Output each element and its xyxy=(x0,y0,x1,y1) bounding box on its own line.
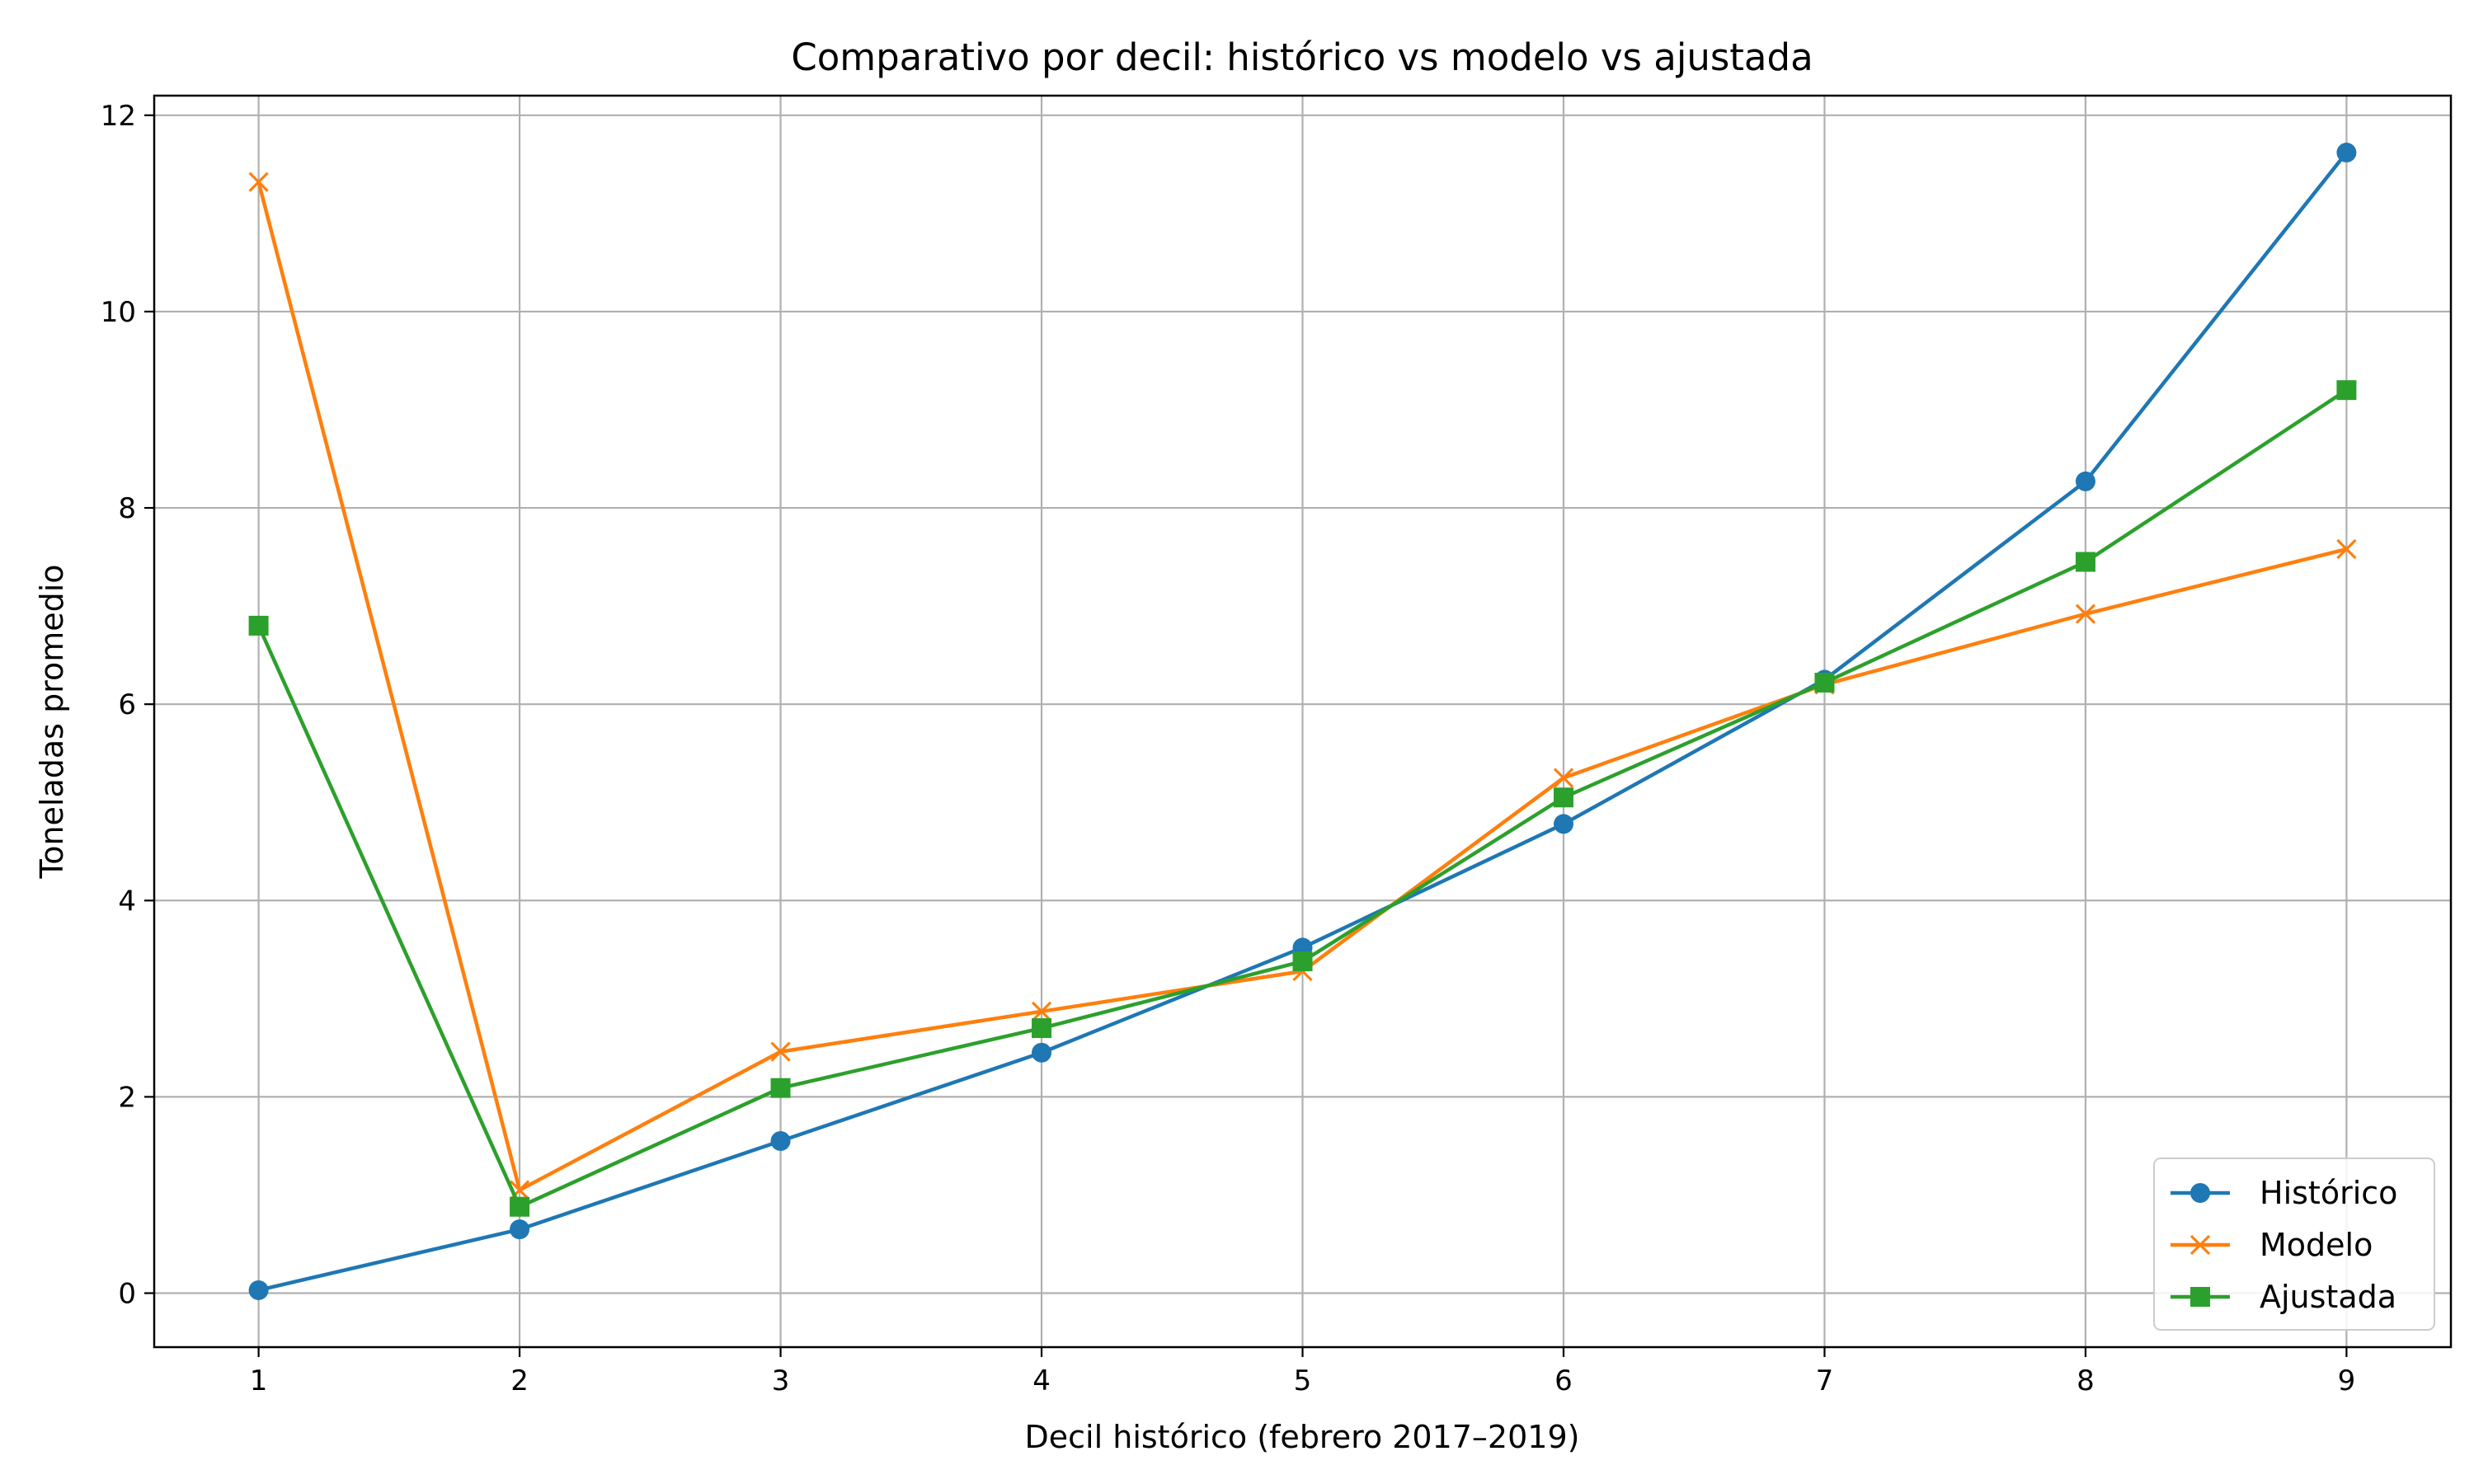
data-point-historico xyxy=(2075,471,2095,491)
marker-x-stroke xyxy=(2189,1234,2211,1256)
marker-x-stroke xyxy=(1553,768,1574,788)
data-point-ajustada xyxy=(1553,787,1573,808)
data-point-modelo xyxy=(2336,538,2357,560)
data-point-historico xyxy=(2336,143,2357,163)
x-tick-label: 3 xyxy=(772,1364,790,1397)
data-point-ajustada xyxy=(1814,672,1835,693)
x-tick-label: 6 xyxy=(1554,1364,1573,1397)
y-axis-label: Toneladas promedio xyxy=(34,564,70,879)
data-point-ajustada xyxy=(248,615,269,636)
x-tick-label: 9 xyxy=(2338,1364,2356,1397)
legend-label: Histórico xyxy=(2260,1175,2397,1211)
data-point-ajustada xyxy=(510,1196,530,1217)
series-layer xyxy=(248,143,2357,1300)
legend-marker xyxy=(2190,1287,2210,1307)
data-point-historico xyxy=(510,1219,530,1240)
marker-x-stroke xyxy=(1031,1001,1052,1021)
x-tick-label: 2 xyxy=(510,1364,529,1397)
data-point-ajustada xyxy=(770,1078,791,1098)
marker-x-stroke xyxy=(770,1041,791,1062)
x-tick-label: 7 xyxy=(1816,1364,1834,1397)
legend-marker xyxy=(2190,1183,2210,1203)
data-point-ajustada xyxy=(2336,380,2357,401)
legend-label: Ajustada xyxy=(2260,1279,2396,1315)
data-point-modelo xyxy=(770,1041,791,1062)
legend-item-historico: Histórico xyxy=(2171,1175,2397,1211)
marker-x-stroke xyxy=(2336,538,2357,560)
y-tick-label: 8 xyxy=(118,492,136,525)
legend: Histórico Modelo Ajustada xyxy=(2153,1158,2435,1331)
chart-title: Comparativo por decil: histórico vs mode… xyxy=(791,35,1813,79)
y-tick-label: 10 xyxy=(101,296,136,329)
x-tick-label: 1 xyxy=(250,1364,268,1397)
y-tick-label: 4 xyxy=(118,885,136,918)
grid xyxy=(154,96,2451,1347)
x-axis-label: Decil histórico (febrero 2017–2019) xyxy=(1025,1419,1580,1455)
legend-marker xyxy=(2189,1234,2211,1256)
y-tick-label: 0 xyxy=(118,1278,136,1311)
x-tick-label: 5 xyxy=(1294,1364,1312,1397)
legend-label: Modelo xyxy=(2260,1227,2373,1263)
x-tick-label: 8 xyxy=(2077,1364,2095,1397)
legend-item-ajustada: Ajustada xyxy=(2171,1279,2396,1315)
data-point-modelo xyxy=(2075,603,2096,624)
marker-x-stroke xyxy=(248,171,269,192)
data-point-modelo xyxy=(248,171,269,192)
y-tick-label: 2 xyxy=(118,1081,136,1114)
legend-item-modelo: Modelo xyxy=(2171,1227,2373,1263)
x-tick-label: 4 xyxy=(1032,1364,1051,1397)
series-historico xyxy=(248,143,2357,1300)
data-point-historico xyxy=(1032,1042,1052,1063)
series-ajustada xyxy=(248,380,2357,1217)
data-point-modelo xyxy=(1553,768,1574,788)
data-point-historico xyxy=(1553,814,1573,834)
legend-box xyxy=(2153,1158,2435,1331)
y-tick-label: 6 xyxy=(118,688,136,721)
data-point-historico xyxy=(770,1130,791,1151)
y-tick-label: 12 xyxy=(101,100,136,133)
data-point-ajustada xyxy=(2075,552,2095,572)
data-point-ajustada xyxy=(1292,951,1313,972)
data-point-ajustada xyxy=(1032,1018,1052,1039)
marker-x-stroke xyxy=(2075,603,2096,624)
data-point-historico xyxy=(248,1280,269,1300)
data-point-modelo xyxy=(1031,1001,1052,1021)
